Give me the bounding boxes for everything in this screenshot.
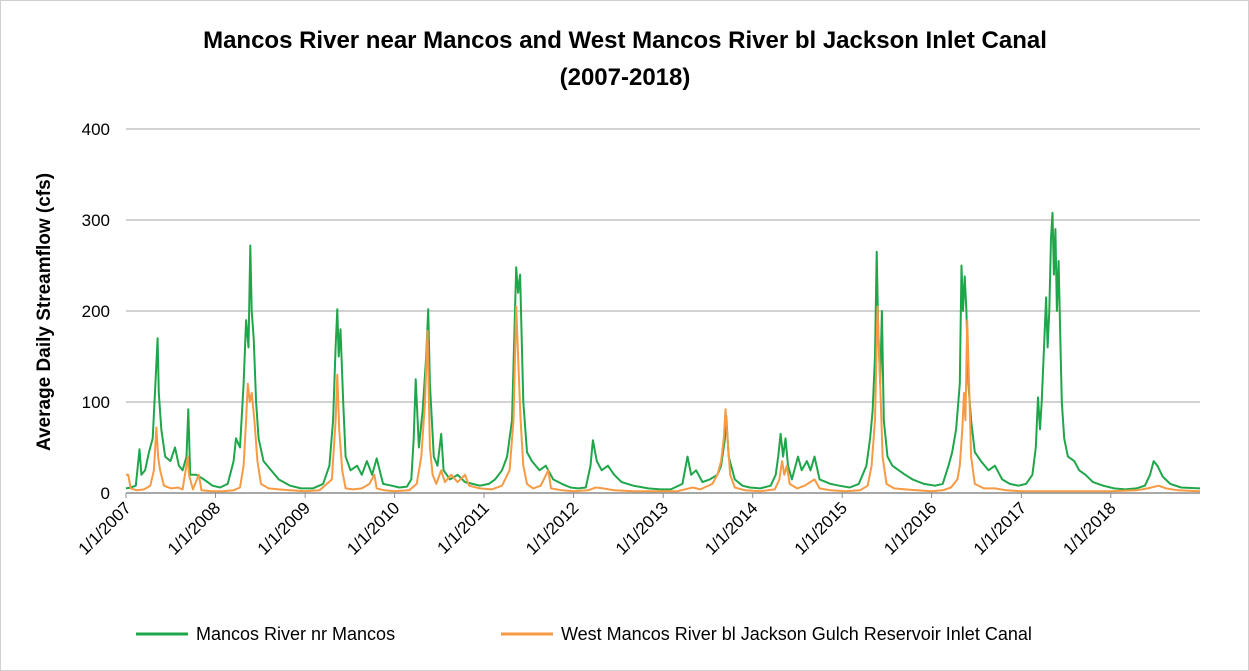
- y-tick-labels: 0 100 200 300 400: [82, 120, 110, 503]
- gridlines: [126, 129, 1200, 402]
- x-tick-label-2016: 1/1/2016: [880, 498, 940, 558]
- x-tick-label-2015: 1/1/2015: [791, 498, 851, 558]
- legend-label-mancos: Mancos River nr Mancos: [196, 624, 395, 644]
- x-tick-label-2012: 1/1/2012: [522, 498, 582, 558]
- x-tick-label-2017: 1/1/2017: [970, 498, 1030, 558]
- legend: Mancos River nr Mancos West Mancos River…: [136, 624, 1032, 644]
- x-tick-label-2009: 1/1/2009: [254, 498, 314, 558]
- y-tick-label-100: 100: [82, 393, 110, 412]
- y-tick-label-400: 400: [82, 120, 110, 139]
- chart-title: Mancos River near Mancos and West Mancos…: [203, 27, 1047, 54]
- x-tick-labels: 1/1/2007 1/1/2008 1/1/2009 1/1/2010 1/1/2011…: [75, 493, 1120, 559]
- y-axis-label: Average Daily Streamflow (cfs): [34, 173, 55, 451]
- y-tick-label-200: 200: [82, 302, 110, 321]
- x-tick-label-2018: 1/1/2018: [1059, 498, 1119, 558]
- chart-subtitle: (2007-2018): [560, 64, 691, 91]
- legend-label-west-mancos: West Mancos River bl Jackson Gulch Reser…: [561, 624, 1032, 644]
- x-tick-label-2011: 1/1/2011: [434, 498, 493, 557]
- series-line-mancos: [126, 213, 1200, 490]
- series-lines: [126, 213, 1200, 492]
- x-tick-label-2010: 1/1/2010: [343, 498, 403, 558]
- x-tick-label-2008: 1/1/2008: [164, 498, 224, 558]
- x-tick-label-2014: 1/1/2014: [701, 498, 761, 558]
- x-tick-label-2013: 1/1/2013: [612, 498, 672, 558]
- y-tick-label-0: 0: [101, 484, 110, 503]
- y-tick-label-300: 300: [82, 211, 110, 230]
- x-tick-label-2007: 1/1/2007: [75, 498, 135, 558]
